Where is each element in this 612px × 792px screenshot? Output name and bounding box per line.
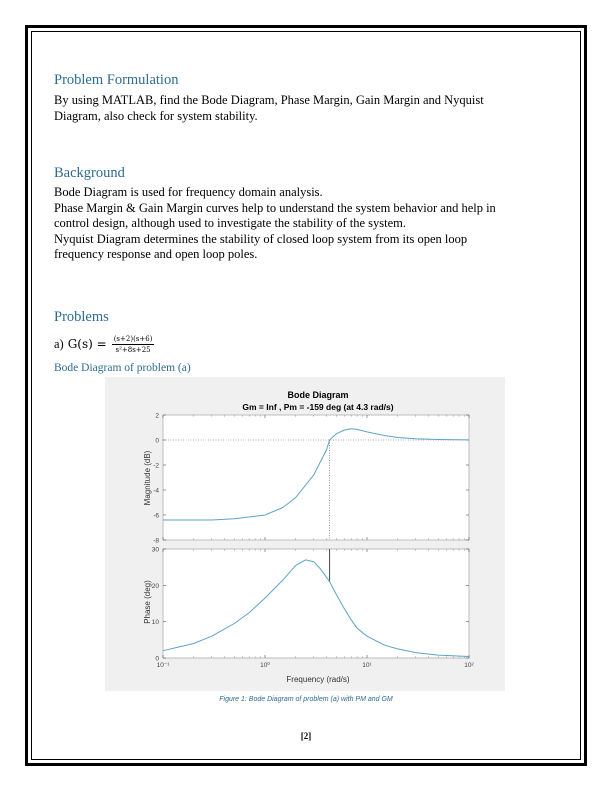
phase-y-tick-label: 10	[152, 619, 160, 626]
mag-axes-box	[162, 414, 470, 541]
phase-axes-box	[162, 548, 470, 659]
phase-axis-label: Phase (deg)	[143, 580, 152, 624]
phase-y-tick-label: 0	[155, 656, 159, 663]
text-line: frequency response and open loop poles.	[54, 247, 258, 261]
phase-x-tick-label: 10⁻¹	[157, 662, 171, 669]
heading-problem-formulation: Problem Formulation	[54, 72, 179, 88]
text-line: control design, although used to investi…	[54, 216, 407, 230]
paragraph-background: Bode Diagram is used for frequency domai…	[54, 185, 554, 263]
magnitude-axis-label: Magnitude (dB)	[143, 450, 152, 505]
text-line: By using MATLAB, find the Bode Diagram, …	[54, 93, 484, 107]
mag-y-tick-label: -2	[153, 463, 159, 470]
page-border-outer	[25, 25, 587, 766]
paragraph-problem-formulation: By using MATLAB, find the Bode Diagram, …	[54, 93, 554, 124]
subheading-bode-diagram: Bode Diagram of problem (a)	[54, 362, 191, 374]
chart-title: Bode Diagram	[287, 390, 348, 400]
transfer-function-equation: a) G(s) = (s+2)(s+6) s²+8s+25	[54, 331, 155, 357]
phase-y-tick-label: 20	[152, 583, 160, 590]
equation-fraction: (s+2)(s+6) s²+8s+25	[111, 334, 155, 354]
mag-series-line	[163, 428, 470, 521]
phase-x-tick-label: 10²	[464, 662, 474, 669]
mag-y-tick-label: -6	[153, 513, 159, 520]
heading-background: Background	[54, 165, 125, 181]
phase-x-tick-label: 10¹	[362, 662, 372, 669]
chart-subtitle: Gm = Inf , Pm = -159 deg (at 4.3 rad/s)	[242, 402, 393, 412]
equation-numerator: (s+2)(s+6)	[111, 334, 155, 345]
text-line: Bode Diagram is used for frequency domai…	[54, 185, 323, 199]
page-number: [2]	[300, 731, 312, 741]
mag-y-tick-label: -8	[153, 538, 159, 545]
phase-y-tick-label: 30	[152, 547, 160, 554]
problem-label: a)	[54, 336, 64, 351]
mag-y-tick-label: 0	[155, 438, 159, 445]
equation-denominator: s²+8s+25	[115, 345, 151, 354]
page-border-inner	[31, 31, 581, 760]
equation-lhs: G(s) =	[67, 337, 107, 351]
bode-chart: Bode Diagram Gm = Inf , Pm = -159 deg (a…	[143, 390, 475, 684]
phase-x-tick-label: 10⁰	[260, 661, 270, 669]
text-line: Diagram, also check for system stability…	[54, 108, 258, 123]
magnitude-plot: 2 0 -2 -4 -6 -8	[153, 413, 470, 545]
text-line: Phase Margin & Gain Margin curves help t…	[54, 200, 496, 215]
mag-y-tick-label: -4	[153, 488, 159, 495]
text-line: Nyquist Diagram determines the stability…	[54, 231, 468, 246]
figure-caption: Figure 1: Bode Diagram of problem (a) wi…	[219, 696, 393, 703]
bode-figure: Bode Diagram Gm = Inf , Pm = -159 deg (a…	[105, 377, 505, 691]
mag-y-tick-label: 2	[155, 413, 159, 420]
heading-problems: Problems	[54, 309, 109, 325]
frequency-axis-label: Frequency (rad/s)	[286, 675, 349, 684]
phase-series-line	[162, 559, 470, 657]
phase-plot: 30 20 10 010⁻¹ 10⁰ 10¹ 10²	[152, 547, 475, 670]
